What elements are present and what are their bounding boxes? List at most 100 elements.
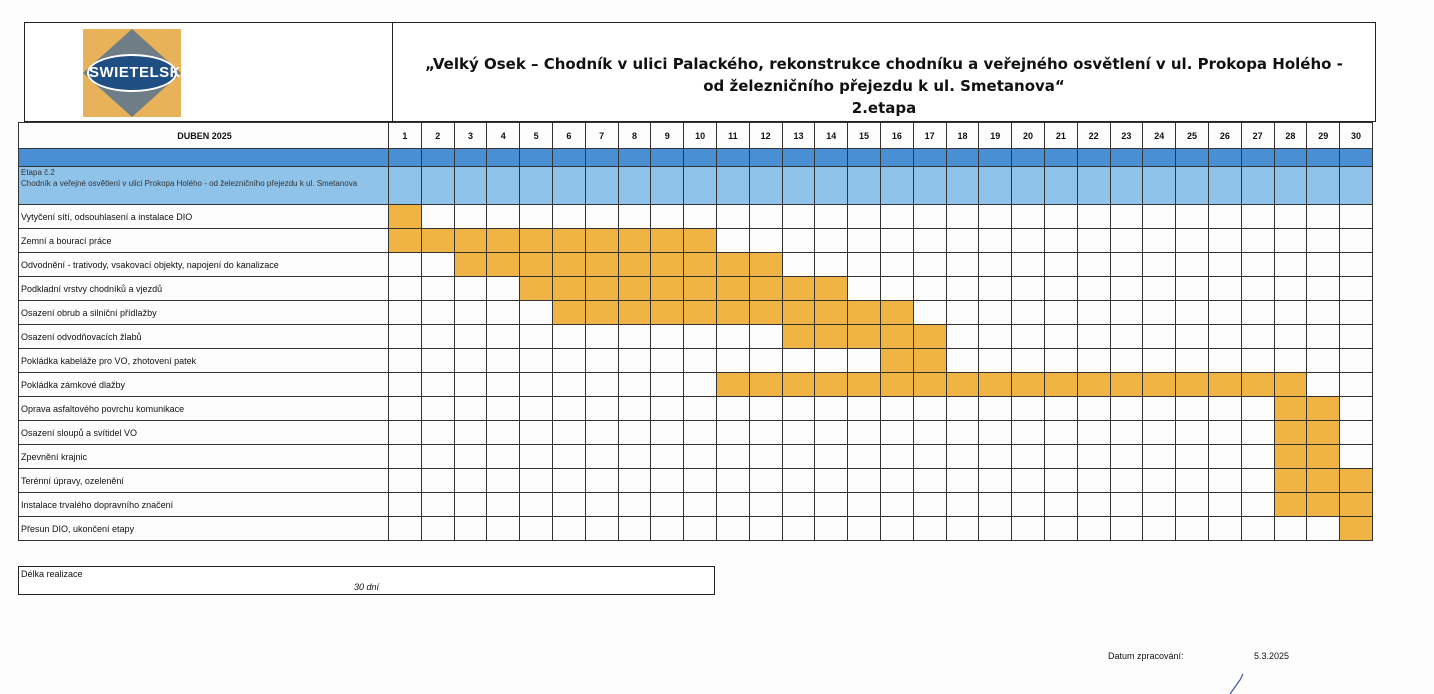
- task-bar-cell: [1339, 468, 1373, 493]
- empty-cell: [1175, 468, 1209, 493]
- task-bar-cell: [1043, 372, 1078, 397]
- empty-cell: [1011, 324, 1045, 349]
- task-name: Osazení odvodňovacích žlabů: [18, 324, 389, 349]
- empty-cell: [1306, 204, 1341, 229]
- task-bar-cell: [683, 228, 717, 253]
- empty-cell: [1306, 372, 1341, 397]
- empty-cell: [551, 492, 586, 517]
- blue-band-row: [18, 148, 1373, 167]
- blue-band-cell: [847, 148, 881, 167]
- empty-cell: [1240, 300, 1275, 325]
- empty-cell: [912, 516, 947, 541]
- empty-cell: [1339, 276, 1373, 301]
- empty-cell: [388, 420, 422, 445]
- empty-cell: [388, 348, 422, 373]
- empty-cell: [1142, 252, 1177, 277]
- empty-cell: [1011, 420, 1045, 445]
- empty-cell: [453, 348, 488, 373]
- task-bar-cell: [650, 228, 685, 253]
- empty-cell: [1011, 492, 1045, 517]
- empty-cell: [1076, 204, 1111, 229]
- empty-cell: [420, 300, 455, 325]
- empty-cell: [388, 396, 422, 421]
- empty-cell: [519, 444, 553, 469]
- empty-cell: [1142, 204, 1177, 229]
- empty-cell: [1109, 444, 1144, 469]
- empty-cell: [1142, 516, 1177, 541]
- empty-cell: [847, 204, 881, 229]
- empty-cell: [1339, 324, 1373, 349]
- empty-cell: [748, 492, 783, 517]
- empty-cell: [1109, 252, 1144, 277]
- stage-cell: [715, 166, 750, 205]
- empty-cell: [715, 324, 750, 349]
- empty-cell: [814, 348, 849, 373]
- stage-cell: [1142, 166, 1177, 205]
- empty-cell: [912, 444, 947, 469]
- task-bar-cell: [1306, 420, 1341, 445]
- task-bar-cell: [1306, 444, 1341, 469]
- empty-cell: [486, 516, 521, 541]
- empty-cell: [879, 444, 914, 469]
- empty-cell: [847, 276, 881, 301]
- empty-cell: [1076, 228, 1111, 253]
- empty-cell: [978, 228, 1013, 253]
- task-bar-cell: [715, 372, 750, 397]
- blue-band-cell: [1076, 148, 1111, 167]
- empty-cell: [584, 372, 619, 397]
- empty-cell: [420, 516, 455, 541]
- empty-cell: [1240, 276, 1275, 301]
- empty-cell: [1043, 300, 1078, 325]
- empty-cell: [1109, 228, 1144, 253]
- empty-cell: [1207, 348, 1242, 373]
- empty-cell: [715, 204, 750, 229]
- empty-cell: [1142, 444, 1177, 469]
- empty-cell: [650, 468, 685, 493]
- empty-cell: [519, 300, 553, 325]
- empty-cell: [814, 444, 849, 469]
- task-bar-cell: [486, 252, 521, 277]
- empty-cell: [388, 252, 422, 277]
- stage-cell: [1207, 166, 1242, 205]
- empty-cell: [1306, 228, 1341, 253]
- empty-cell: [650, 372, 685, 397]
- stage-label: Etapa č.2 Chodník a veřejné osvětlení v u…: [18, 166, 389, 205]
- empty-cell: [1043, 444, 1078, 469]
- empty-cell: [1011, 516, 1045, 541]
- task-row: Zpevnění krajnic: [18, 444, 1373, 469]
- task-bar-cell: [584, 252, 619, 277]
- stage-cell: [551, 166, 586, 205]
- empty-cell: [453, 516, 488, 541]
- empty-cell: [1076, 276, 1111, 301]
- empty-cell: [781, 468, 816, 493]
- empty-cell: [1273, 516, 1308, 541]
- day-header: 13: [781, 122, 816, 149]
- task-row: Osazení sloupů a svítidel VO: [18, 420, 1373, 445]
- day-header: 2: [420, 122, 455, 149]
- stage-cell: [1109, 166, 1144, 205]
- empty-cell: [1339, 252, 1373, 277]
- stage-cell: [879, 166, 914, 205]
- empty-cell: [486, 372, 521, 397]
- empty-cell: [715, 516, 750, 541]
- empty-cell: [650, 204, 685, 229]
- task-bar-cell: [1109, 372, 1144, 397]
- empty-cell: [420, 204, 455, 229]
- empty-cell: [781, 492, 816, 517]
- empty-cell: [814, 492, 849, 517]
- empty-cell: [978, 348, 1013, 373]
- empty-cell: [388, 444, 422, 469]
- day-header: 7: [584, 122, 619, 149]
- task-bar-cell: [781, 324, 816, 349]
- empty-cell: [814, 252, 849, 277]
- empty-cell: [486, 276, 521, 301]
- blue-band-cell: [1306, 148, 1341, 167]
- empty-cell: [1273, 228, 1308, 253]
- empty-cell: [388, 324, 422, 349]
- empty-cell: [1076, 300, 1111, 325]
- empty-cell: [683, 204, 717, 229]
- empty-cell: [1207, 204, 1242, 229]
- document-header: SWIETELSKY „Velký Osek – Chodník v ulici…: [24, 22, 1376, 122]
- task-bar-cell: [388, 228, 422, 253]
- task-row: Odvodnění - trativody, vsakovací objekty…: [18, 252, 1373, 277]
